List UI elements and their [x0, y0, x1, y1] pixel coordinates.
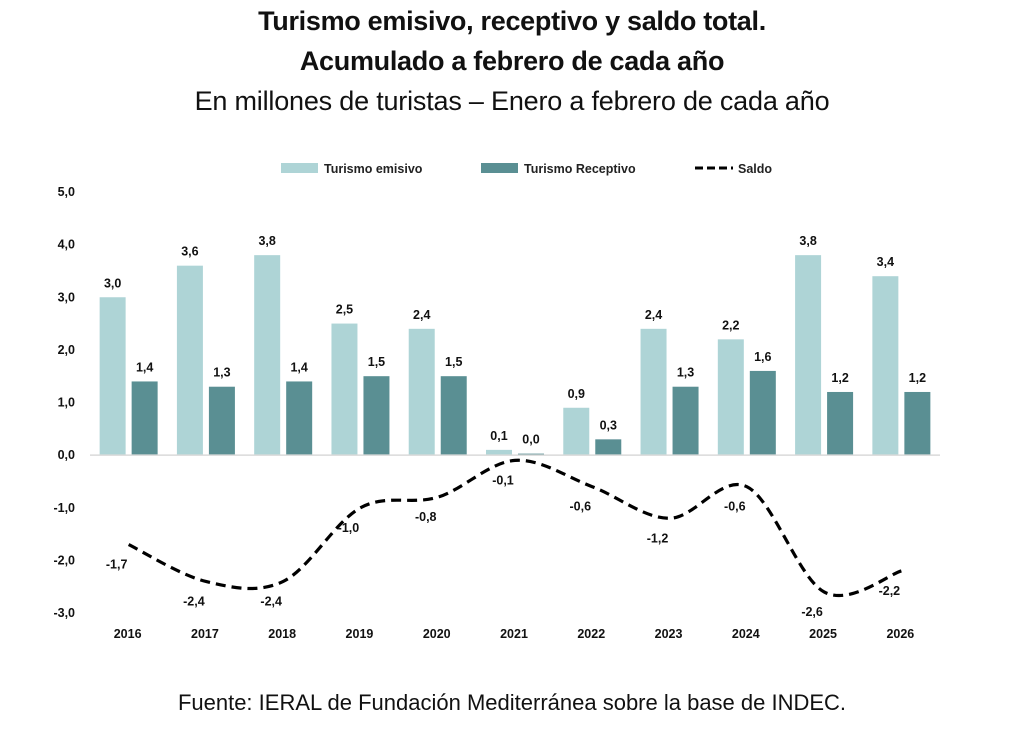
- data-label-saldo: -1,2: [647, 531, 669, 545]
- data-label-emisivo: 3,0: [104, 276, 121, 290]
- data-label-receptivo: 1,5: [368, 355, 385, 369]
- data-label-receptivo: 1,4: [290, 360, 307, 374]
- x-tick-label: 2024: [732, 627, 760, 641]
- bar-emisivo: [99, 297, 126, 456]
- bar-receptivo: [286, 381, 313, 456]
- bar-receptivo: [904, 391, 931, 456]
- bar-receptivo: [672, 386, 699, 456]
- source-note: Fuente: IERAL de Fundación Mediterránea …: [177, 690, 847, 715]
- x-tick-label: 2022: [577, 627, 605, 641]
- data-label-receptivo: 0,0: [522, 433, 539, 447]
- data-label-saldo: -1,7: [106, 558, 128, 572]
- bar-emisivo: [408, 328, 435, 456]
- x-tick-label: 2023: [655, 627, 683, 641]
- data-label-saldo: -0,6: [569, 500, 591, 514]
- legend-label-receptivo: Turismo Receptivo: [524, 162, 636, 176]
- legend: Turismo emisivo Turismo Receptivo Saldo: [281, 162, 772, 176]
- bar-emisivo: [254, 255, 281, 456]
- bar-receptivo: [131, 381, 158, 456]
- bar-emisivo: [331, 323, 358, 456]
- bar-receptivo: [440, 376, 467, 456]
- y-tick-label: 1,0: [58, 396, 75, 410]
- data-label-emisivo: 3,4: [877, 255, 894, 269]
- bar-emisivo: [486, 449, 512, 456]
- y-tick-label: 3,0: [58, 290, 75, 304]
- data-label-emisivo: 0,1: [490, 429, 507, 443]
- y-tick-label: 0,0: [58, 448, 75, 462]
- data-label-receptivo: 1,3: [213, 366, 230, 380]
- x-tick-label: 2017: [191, 627, 219, 641]
- data-label-receptivo: 1,3: [677, 366, 694, 380]
- x-tick-label: 2018: [268, 627, 296, 641]
- bar-emisivo: [176, 265, 203, 456]
- data-label-emisivo: 2,4: [413, 308, 430, 322]
- data-label-emisivo: 3,8: [258, 234, 275, 248]
- chart-subtitle: En millones de turistas – Enero a febrer…: [194, 86, 830, 116]
- chart-title-line-1: Turismo emisivo, receptivo y saldo total…: [258, 6, 766, 36]
- bar-emisivo: [717, 339, 744, 456]
- x-tick-label: 2025: [809, 627, 837, 641]
- bar-emisivo: [795, 255, 822, 456]
- y-tick-label: -1,0: [53, 501, 75, 515]
- bar-receptivo: [208, 386, 235, 456]
- y-tick-label: -2,0: [53, 553, 75, 567]
- y-tick-label: -3,0: [53, 606, 75, 620]
- data-label-emisivo: 2,5: [336, 303, 353, 317]
- bar-emisivo: [563, 407, 590, 456]
- legend-label-saldo: Saldo: [738, 162, 772, 176]
- chart-title-line-2: Acumulado a febrero de cada año: [299, 46, 725, 76]
- data-label-emisivo: 3,8: [799, 234, 816, 248]
- data-label-receptivo: 1,2: [831, 371, 848, 385]
- saldo-line: [127, 458, 902, 598]
- legend-label-emisivo: Turismo emisivo: [324, 162, 423, 176]
- data-label-saldo: -0,8: [415, 510, 437, 524]
- x-tick-label: 2021: [500, 627, 528, 641]
- data-label-saldo: -2,4: [260, 594, 282, 608]
- saldo-line-layer: [127, 458, 902, 598]
- x-tick-label: 2020: [423, 627, 451, 641]
- data-label-emisivo: 0,9: [568, 387, 585, 401]
- bar-receptivo: [595, 439, 622, 456]
- data-label-emisivo: 2,2: [722, 318, 739, 332]
- data-label-saldo: -0,1: [492, 473, 514, 487]
- data-label-emisivo: 2,4: [645, 308, 662, 322]
- x-tick-label: 2019: [346, 627, 374, 641]
- bar-receptivo: [749, 370, 776, 456]
- data-label-saldo: -1,0: [338, 521, 360, 535]
- data-label-saldo: -2,6: [801, 605, 823, 619]
- data-labels: 3,0 1,4 3,6 1,3 3,8 1,4 2,5 1,5 2,4 1,5 0,1 0,0 0,9 0…: [104, 234, 926, 619]
- data-label-receptivo: 1,4: [136, 360, 153, 374]
- data-label-saldo: -2,2: [879, 584, 901, 598]
- bar-emisivo: [640, 328, 667, 456]
- data-label-saldo: -2,4: [183, 594, 205, 608]
- data-label-emisivo: 3,6: [181, 245, 198, 259]
- data-label-receptivo: 1,5: [445, 355, 462, 369]
- x-tick-label: 2016: [114, 627, 142, 641]
- y-tick-label: 5,0: [58, 185, 75, 199]
- legend-swatch-receptivo: [481, 163, 518, 173]
- legend-swatch-emisivo: [281, 163, 318, 173]
- data-label-saldo: -0,6: [724, 500, 746, 514]
- data-label-receptivo: 1,6: [754, 350, 771, 364]
- data-label-receptivo: 0,3: [600, 418, 617, 432]
- x-tick-label: 2026: [886, 627, 914, 641]
- bar-receptivo: [363, 376, 390, 456]
- bar-emisivo: [872, 276, 899, 456]
- data-label-receptivo: 1,2: [909, 371, 926, 385]
- y-axis: 5,0 4,0 3,0 2,0 1,0 0,0 -1,0 -2,0 -3,0: [53, 185, 75, 620]
- bar-receptivo: [827, 391, 854, 456]
- y-tick-label: 4,0: [58, 238, 75, 252]
- bars: [99, 255, 931, 456]
- x-axis: 2016 2017 2018 2019 2020 2021 2022 2023 2024 2025…: [114, 627, 915, 641]
- y-tick-label: 2,0: [58, 343, 75, 357]
